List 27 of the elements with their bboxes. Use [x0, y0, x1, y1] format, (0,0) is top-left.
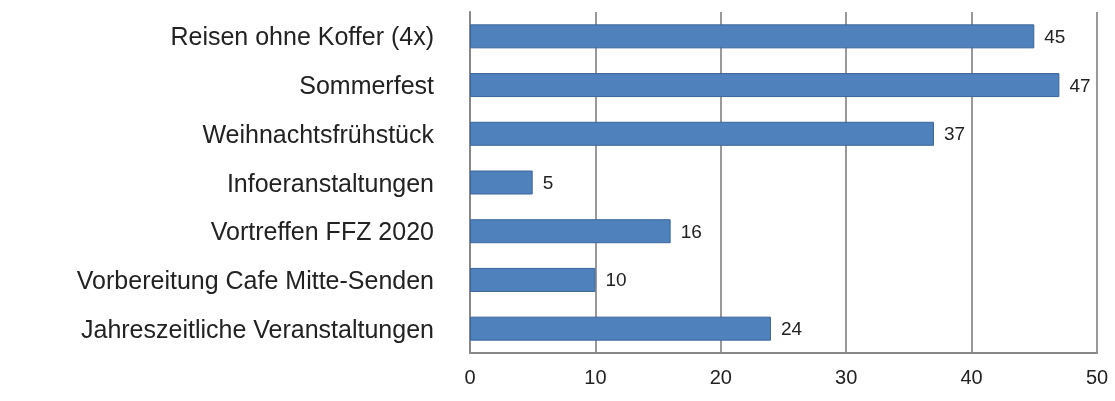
bar — [470, 170, 533, 195]
x-tick-label: 30 — [835, 366, 858, 388]
y-tick-label: Sommerfest — [299, 71, 435, 100]
y-tick-label: Jahreszeitliche Veranstaltungen — [80, 314, 434, 343]
y-tick-label: Vorbereitung Cafe Mitte-Senden — [76, 265, 434, 294]
data-label: 24 — [780, 318, 803, 340]
x-tick-label: 10 — [584, 366, 607, 388]
y-tick-label: Infoeranstaltungen — [226, 168, 434, 197]
x-tick-label: 50 — [1085, 366, 1109, 388]
data-label: 47 — [1069, 74, 1091, 96]
bar — [470, 219, 671, 244]
y-tick-label: Weihnachtsfrühstück — [202, 119, 435, 148]
data-label: 37 — [943, 123, 966, 145]
x-tick-label: 20 — [709, 366, 732, 388]
bar — [470, 316, 771, 341]
data-label: 16 — [680, 220, 702, 242]
x-tick-label: 0 — [464, 366, 476, 388]
data-label: 5 — [542, 172, 554, 193]
y-tick-label: Vortreffen FFZ 2020 — [210, 217, 434, 246]
bar — [470, 73, 1060, 98]
y-tick-label: Reisen ohne Koffer (4x) — [170, 22, 434, 51]
x-tick-label: 40 — [960, 366, 983, 388]
bar — [470, 24, 1035, 49]
bar — [470, 267, 596, 292]
data-label: 45 — [1044, 25, 1066, 47]
bar — [470, 121, 934, 146]
data-label: 10 — [605, 269, 627, 291]
